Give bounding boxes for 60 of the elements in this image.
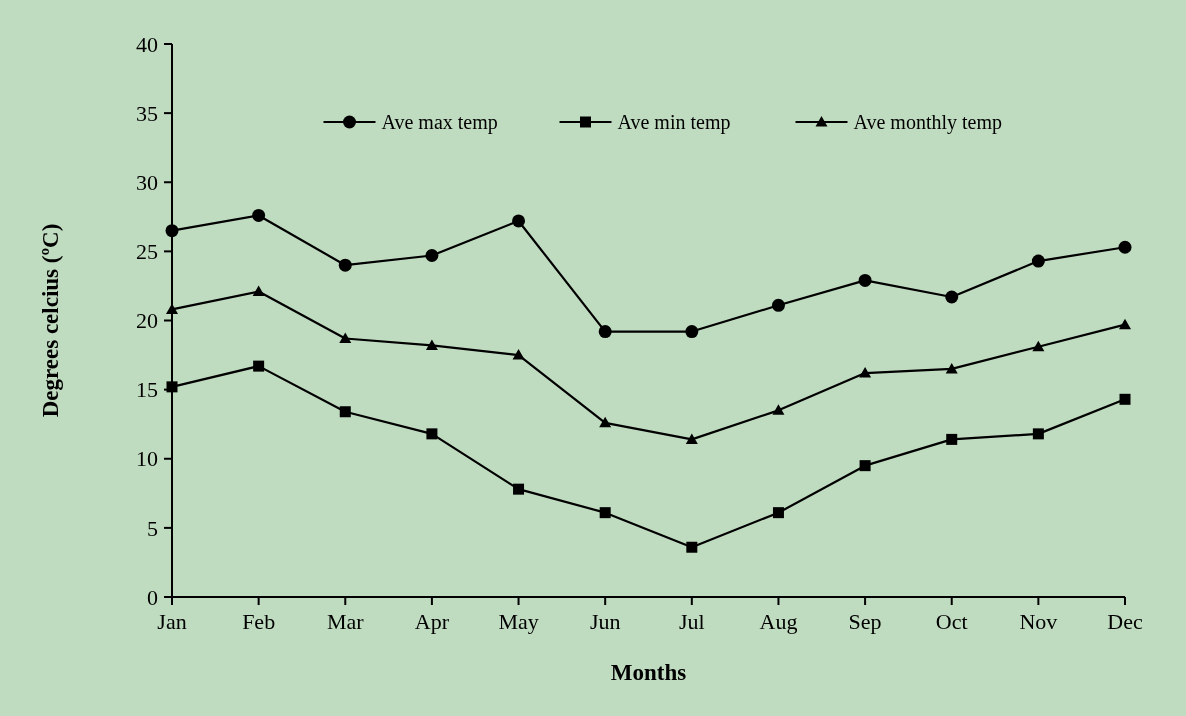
x-tick-label: Apr	[414, 609, 450, 634]
point	[771, 298, 785, 312]
y-axis-title: Degrees celcius (ºC)	[38, 223, 63, 418]
point	[859, 367, 872, 378]
point	[772, 404, 785, 415]
point	[252, 208, 266, 222]
point	[1119, 318, 1131, 330]
point	[1032, 428, 1044, 440]
x-tick-label: Mar	[326, 609, 365, 634]
y-tick-label: 35	[136, 100, 158, 126]
point	[513, 483, 525, 495]
y-tick-label: 30	[136, 169, 158, 195]
x-tick-label: Dec	[1107, 609, 1143, 634]
y-tick-label: 25	[136, 239, 158, 265]
point	[685, 433, 698, 444]
point	[945, 290, 959, 304]
x-tick-label: Oct	[935, 609, 968, 634]
point	[338, 258, 352, 272]
point	[512, 349, 525, 360]
point	[945, 362, 958, 374]
x-tick-label: Jun	[589, 609, 621, 634]
x-tick-label: Jan	[157, 609, 187, 634]
y-tick-label: 40	[136, 31, 158, 57]
point	[1119, 393, 1131, 405]
point	[339, 406, 351, 418]
point	[425, 249, 439, 263]
x-tick-label: Sep	[848, 609, 882, 634]
point	[425, 339, 438, 350]
point	[512, 214, 526, 228]
point	[426, 428, 438, 440]
point	[946, 433, 958, 445]
point	[685, 325, 699, 339]
y-tick-label: 5	[147, 515, 158, 541]
x-tick-label: Aug	[759, 609, 798, 634]
x-tick-label: Feb	[242, 609, 276, 634]
point	[686, 541, 698, 553]
x-tick-label: Nov	[1019, 609, 1058, 634]
point	[599, 507, 611, 519]
y-tick-label: 10	[136, 446, 158, 472]
point	[859, 460, 871, 472]
x-axis-title: Months	[610, 660, 687, 685]
legend-label: Ave monthly temp	[853, 111, 1002, 134]
point	[1031, 254, 1045, 268]
point	[252, 285, 265, 296]
legend-label: Ave min temp	[617, 111, 731, 134]
point	[599, 416, 612, 428]
point	[253, 360, 265, 372]
y-tick-label: 20	[136, 308, 158, 334]
point	[858, 273, 872, 287]
legend-label: Ave max temp	[381, 111, 498, 134]
point	[598, 325, 612, 339]
x-tick-label: Jul	[678, 609, 705, 634]
point	[165, 224, 179, 238]
point	[1118, 240, 1132, 254]
point	[339, 332, 352, 343]
y-tick-label: 0	[147, 584, 158, 610]
y-tick-label: 15	[136, 377, 158, 403]
x-tick-label: May	[498, 609, 539, 634]
point	[1032, 340, 1045, 352]
point	[772, 507, 784, 519]
